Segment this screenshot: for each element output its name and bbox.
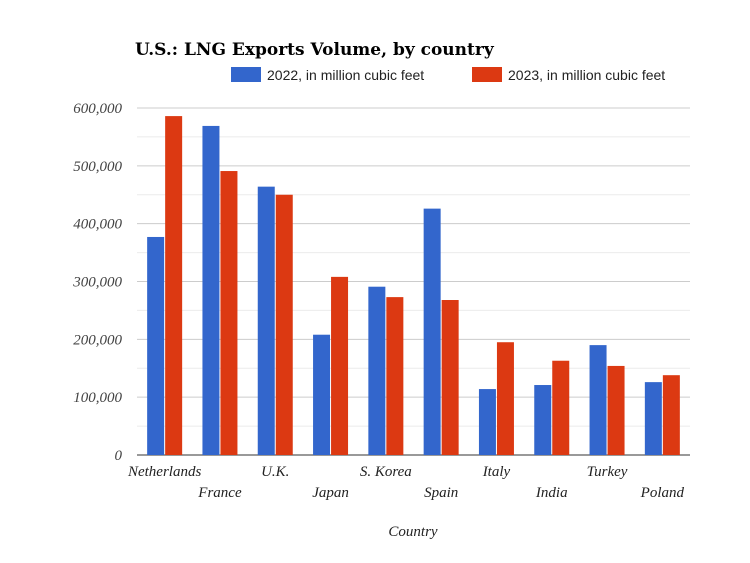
y-tick-label: 600,000	[73, 101, 122, 117]
bar-italy-2023	[496, 342, 514, 455]
bar-s-korea-2022	[368, 286, 386, 455]
bar-netherlands-2023	[165, 116, 183, 455]
bar-japan-2022	[313, 334, 331, 455]
bar-india-2022	[534, 385, 552, 455]
bar-spain-2022	[423, 208, 441, 455]
legend-label-2023: 2023, in million cubic feet	[508, 67, 665, 83]
x-tick-label: India	[535, 485, 568, 501]
bar-poland-2022	[644, 382, 662, 455]
bar-u-k--2022	[257, 186, 275, 456]
y-tick-label: 300,000	[72, 275, 122, 291]
y-tick-label: 100,000	[73, 390, 122, 406]
x-tick-label: U.K.	[261, 464, 289, 480]
bar-turkey-2023	[607, 365, 625, 455]
x-tick-label: Netherlands	[127, 464, 201, 480]
legend-swatch-2022	[231, 67, 261, 82]
x-tick-label: Poland	[640, 485, 685, 501]
legend-label-2022: 2022, in million cubic feet	[267, 67, 424, 83]
y-tick-label: 200,000	[73, 332, 122, 348]
bar-poland-2023	[662, 375, 680, 455]
bar-india-2023	[552, 360, 570, 455]
bar-u-k--2023	[275, 194, 293, 455]
x-tick-label: Turkey	[587, 464, 628, 480]
y-tick-label: 500,000	[73, 159, 122, 175]
x-tick-label: S. Korea	[360, 464, 412, 480]
legend: 2022, in million cubic feet 2023, in mil…	[231, 67, 665, 83]
bar-france-2022	[202, 125, 220, 455]
y-tick-label: 0	[115, 448, 123, 464]
legend-swatch-2023	[472, 67, 502, 82]
bar-netherlands-2022	[147, 236, 165, 455]
bar-italy-2022	[478, 389, 496, 455]
bar-france-2023	[220, 171, 238, 455]
chart-title: U.S.: LNG Exports Volume, by country	[135, 40, 495, 60]
bar-s-korea-2023	[386, 297, 404, 455]
x-tick-label: Spain	[424, 485, 458, 501]
bar-turkey-2022	[589, 345, 607, 455]
bar-spain-2023	[441, 300, 459, 455]
x-tick-label: Italy	[482, 464, 511, 480]
x-axis-title: Country	[388, 524, 438, 540]
x-tick-label: France	[197, 485, 242, 501]
y-tick-label: 400,000	[73, 217, 122, 233]
bar-japan-2023	[331, 276, 349, 455]
x-tick-label: Japan	[312, 485, 349, 501]
